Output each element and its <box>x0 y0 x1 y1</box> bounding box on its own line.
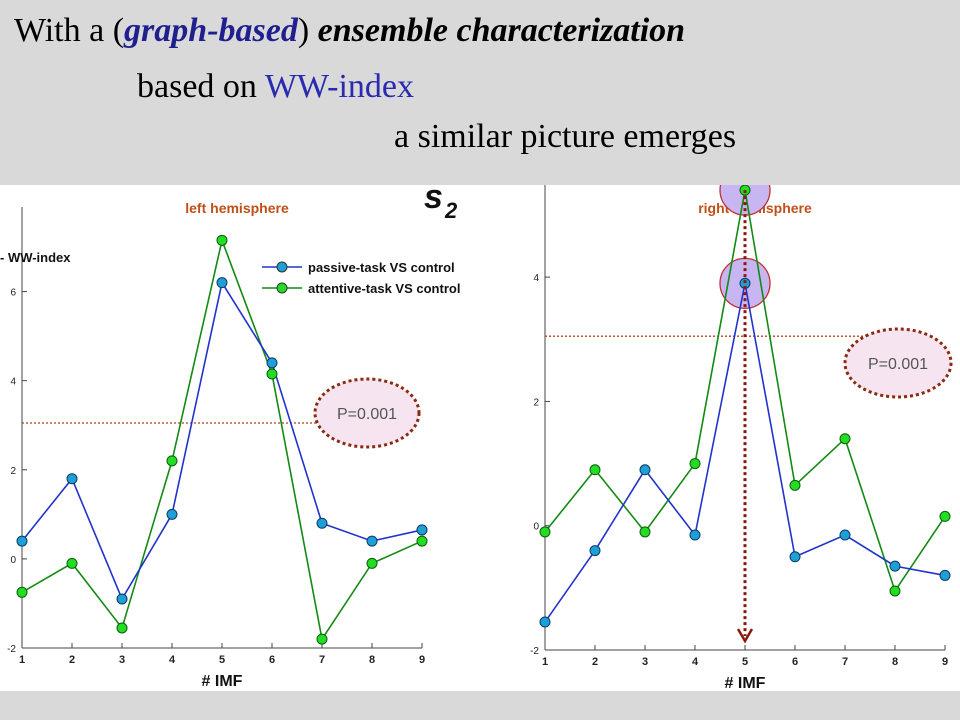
passive-point <box>589 545 601 557</box>
p-value-ellipse <box>843 327 953 399</box>
highlight-arrow-head <box>736 628 754 644</box>
attentive-point <box>889 585 901 597</box>
x-tick-label: 5 <box>219 654 225 666</box>
attentive-point <box>639 526 651 538</box>
left-hemisphere-chart: 1 2 3 4 5 6 7 8 9 -2 0 2 4 6 P=0.001 left hemisphere # I… <box>0 200 460 690</box>
attentive-point <box>589 464 601 476</box>
legend-marker <box>276 282 288 294</box>
p-value-label: P=0.001 <box>337 406 397 423</box>
x-tick-label: 6 <box>792 656 798 668</box>
attentive-point <box>789 479 801 491</box>
legend-marker <box>276 261 288 273</box>
y-tick-label: 4 <box>533 273 539 284</box>
passive-point <box>366 535 378 547</box>
x-tick-label: 7 <box>319 654 325 666</box>
x-axis-label: # IMF <box>202 673 243 690</box>
p-value-ellipse <box>313 377 421 449</box>
attentive-point <box>689 458 701 470</box>
x-tick-label: 9 <box>942 656 948 668</box>
title-line-1: With a (graph-based) ensemble characteri… <box>14 12 685 50</box>
passive-point <box>416 524 428 536</box>
y-axis-label: - WW-index <box>0 250 71 265</box>
y-tick-label: 2 <box>533 397 539 408</box>
attentive-point <box>366 557 378 569</box>
y-tick-label: -2 <box>530 646 539 657</box>
attentive-point <box>216 234 228 246</box>
x-axis-label: # IMF <box>725 675 766 691</box>
y-tick-label: 2 <box>10 466 16 477</box>
symbol-subscript: 2 <box>444 198 458 223</box>
title-line-2: based on WW-index <box>137 68 414 106</box>
passive-point <box>166 508 178 520</box>
title-line-1-mid: ) <box>297 12 318 49</box>
passive-point <box>216 277 228 289</box>
x-tick-label: 7 <box>842 656 848 668</box>
bottom-strip <box>0 691 960 720</box>
attentive-point <box>116 622 128 634</box>
title-line-3: a similar picture emerges <box>394 118 737 155</box>
x-tick-label: 5 <box>742 656 748 668</box>
passive-point <box>66 473 78 485</box>
title-line-2-prefix: based on <box>137 68 265 105</box>
legend-label: passive-task VS control <box>308 260 455 275</box>
y-tick-label: -2 <box>7 644 16 655</box>
x-tick-label: 2 <box>592 656 598 668</box>
title-area: With a (graph-based) ensemble characteri… <box>0 0 960 185</box>
x-tick-label: 6 <box>269 654 275 666</box>
passive-point <box>839 529 851 541</box>
symbol-letter: s <box>424 178 443 216</box>
attentive-point <box>939 510 951 522</box>
passive-point <box>316 517 328 529</box>
passive-point <box>266 357 278 369</box>
x-tick-label: 1 <box>542 656 548 668</box>
passive-point <box>889 560 901 572</box>
x-tick-label: 8 <box>369 654 375 666</box>
attentive-point <box>539 526 551 538</box>
attentive-point <box>416 535 428 547</box>
passive-point <box>639 464 651 476</box>
passive-point <box>789 551 801 563</box>
attentive-point <box>16 586 28 598</box>
y-tick-label: 0 <box>533 522 539 533</box>
legend-label: attentive-task VS control <box>308 281 460 296</box>
passive-point <box>689 529 701 541</box>
title-keyword-graph-based: graph-based <box>124 12 298 49</box>
passive-point <box>16 535 28 547</box>
title-line-1-prefix: With a ( <box>14 12 125 49</box>
x-tick-label: 8 <box>892 656 898 668</box>
x-tick-label: 2 <box>69 654 75 666</box>
x-tick-label: 1 <box>19 654 25 666</box>
chart-title: left hemisphere <box>185 200 289 216</box>
left-panel: 1 2 3 4 5 6 7 8 9 -2 0 2 4 6 P=0.001 left hemisphere # I… <box>0 185 509 691</box>
attentive-point <box>839 433 851 445</box>
attentive-point <box>316 633 328 645</box>
title-keyword-ensemble: ensemble characterization <box>317 12 686 49</box>
attentive-point <box>66 557 78 569</box>
right-panel: 1 2 3 4 5 6 7 8 9 -2 0 2 4 P=0.001 right hemisphere # I… <box>509 164 960 692</box>
y-tick-label: 6 <box>10 288 16 299</box>
x-tick-label: 3 <box>119 654 125 666</box>
attentive-point <box>266 368 278 380</box>
attentive-point <box>739 184 751 196</box>
passive-point <box>539 616 551 628</box>
passive-point <box>939 569 951 581</box>
y-tick-label: 4 <box>10 377 16 388</box>
x-tick-label: 3 <box>642 656 648 668</box>
p-value-label: P=0.001 <box>868 356 928 373</box>
x-tick-label: 4 <box>692 656 699 668</box>
x-tick-label: 9 <box>419 654 425 666</box>
attentive-point <box>166 455 178 467</box>
x-tick-label: 4 <box>169 654 176 666</box>
y-tick-label: 0 <box>10 555 16 566</box>
passive-point <box>116 593 128 605</box>
title-keyword-ww-index: WW-index <box>264 68 414 105</box>
